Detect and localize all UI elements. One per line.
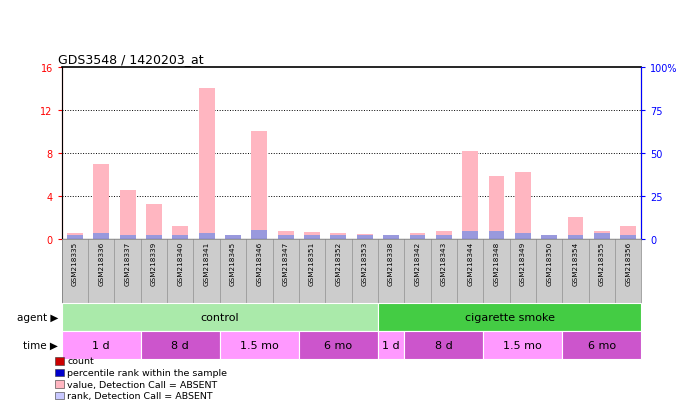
- Bar: [67, 234, 83, 239]
- Bar: [620, 226, 636, 239]
- Bar: [563, 331, 641, 359]
- Text: GSM218347: GSM218347: [283, 241, 289, 285]
- Bar: [146, 205, 162, 239]
- Bar: [172, 236, 188, 239]
- Text: GSM218336: GSM218336: [98, 241, 104, 285]
- Bar: [594, 232, 610, 239]
- Text: 6 mo: 6 mo: [588, 340, 616, 350]
- Bar: [119, 236, 136, 239]
- Text: rank, Detection Call = ABSENT: rank, Detection Call = ABSENT: [67, 391, 213, 400]
- Bar: [383, 236, 399, 239]
- Text: GDS3548 / 1420203_at: GDS3548 / 1420203_at: [58, 53, 204, 66]
- Text: GSM218350: GSM218350: [546, 241, 552, 285]
- Bar: [515, 234, 531, 239]
- Bar: [594, 234, 610, 239]
- Text: GSM218346: GSM218346: [257, 241, 262, 285]
- Text: GSM218353: GSM218353: [362, 241, 368, 285]
- Bar: [67, 236, 83, 239]
- Bar: [357, 235, 372, 239]
- Text: GSM218352: GSM218352: [335, 241, 342, 285]
- Bar: [62, 331, 141, 359]
- Text: GSM218341: GSM218341: [204, 241, 210, 285]
- Text: 1.5 mo: 1.5 mo: [504, 340, 542, 350]
- Text: GSM218354: GSM218354: [573, 241, 578, 285]
- Bar: [436, 232, 451, 239]
- Bar: [567, 236, 584, 239]
- Bar: [220, 331, 299, 359]
- Bar: [119, 191, 136, 239]
- Bar: [484, 331, 563, 359]
- Text: GSM218351: GSM218351: [309, 241, 315, 285]
- Bar: [146, 236, 162, 239]
- Text: GSM218338: GSM218338: [388, 241, 394, 285]
- Bar: [304, 236, 320, 239]
- Bar: [567, 218, 584, 239]
- Text: GSM218335: GSM218335: [72, 241, 78, 285]
- Text: agent ▶: agent ▶: [17, 312, 58, 322]
- Text: GSM218342: GSM218342: [414, 241, 421, 285]
- Text: 1 d: 1 d: [93, 340, 110, 350]
- Bar: [93, 164, 109, 239]
- Text: GSM218356: GSM218356: [625, 241, 631, 285]
- Text: GSM218339: GSM218339: [151, 241, 157, 285]
- Text: time ▶: time ▶: [23, 340, 58, 350]
- Text: percentile rank within the sample: percentile rank within the sample: [67, 368, 227, 377]
- Text: 1 d: 1 d: [382, 340, 400, 350]
- Bar: [199, 234, 215, 239]
- Bar: [331, 236, 346, 239]
- Bar: [62, 303, 378, 331]
- Bar: [278, 232, 294, 239]
- Text: GSM218348: GSM218348: [493, 241, 499, 285]
- Bar: [93, 234, 109, 239]
- Bar: [378, 331, 404, 359]
- Bar: [378, 303, 641, 331]
- Bar: [278, 236, 294, 239]
- Text: 8 d: 8 d: [172, 340, 189, 350]
- Bar: [541, 236, 557, 239]
- Text: GSM218343: GSM218343: [441, 241, 447, 285]
- Bar: [357, 236, 372, 239]
- Text: GSM218355: GSM218355: [599, 241, 605, 285]
- Text: 1.5 mo: 1.5 mo: [240, 340, 279, 350]
- Text: GSM218349: GSM218349: [520, 241, 526, 285]
- Text: GSM218340: GSM218340: [177, 241, 183, 285]
- Text: 8 d: 8 d: [435, 340, 453, 350]
- Text: 6 mo: 6 mo: [324, 340, 353, 350]
- Bar: [488, 232, 504, 239]
- Bar: [199, 89, 215, 239]
- Bar: [252, 132, 268, 239]
- Bar: [141, 331, 220, 359]
- Bar: [620, 236, 636, 239]
- Bar: [252, 230, 268, 239]
- Bar: [331, 234, 346, 239]
- Bar: [541, 237, 557, 239]
- Text: value, Detection Call = ABSENT: value, Detection Call = ABSENT: [67, 380, 217, 389]
- Bar: [299, 331, 378, 359]
- Text: GSM218345: GSM218345: [230, 241, 236, 285]
- Bar: [383, 236, 399, 239]
- Bar: [404, 331, 484, 359]
- Bar: [488, 177, 504, 239]
- Text: GSM218337: GSM218337: [125, 241, 130, 285]
- Bar: [225, 236, 241, 239]
- Bar: [225, 236, 241, 239]
- Text: count: count: [67, 356, 94, 366]
- Bar: [304, 233, 320, 239]
- Bar: [515, 173, 531, 239]
- Bar: [436, 236, 451, 239]
- Bar: [410, 236, 425, 239]
- Bar: [462, 232, 478, 239]
- Text: control: control: [200, 312, 239, 322]
- Bar: [172, 226, 188, 239]
- Bar: [410, 234, 425, 239]
- Text: cigarette smoke: cigarette smoke: [464, 312, 555, 322]
- Bar: [462, 151, 478, 239]
- Text: GSM218344: GSM218344: [467, 241, 473, 285]
